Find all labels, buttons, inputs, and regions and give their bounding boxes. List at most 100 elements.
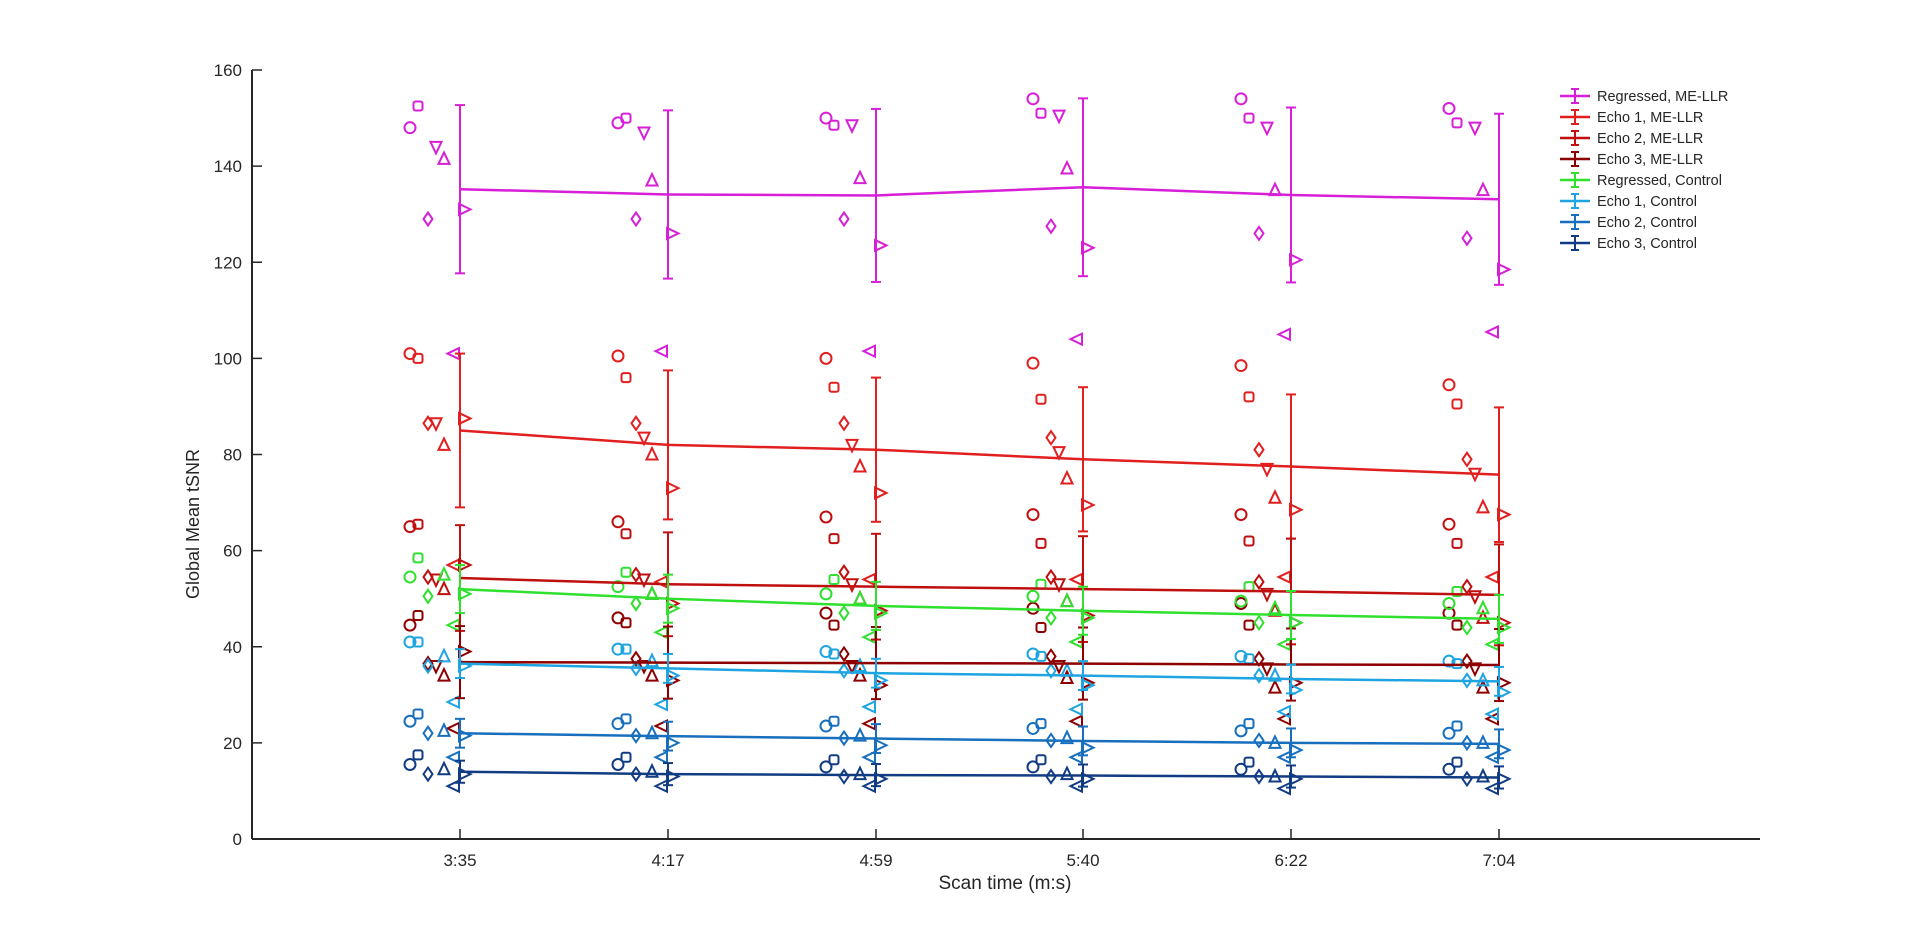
point-marker — [1276, 327, 1291, 342]
point-marker — [861, 750, 876, 765]
point-marker — [1035, 754, 1047, 766]
point-marker — [852, 765, 868, 781]
series-line — [459, 770, 1500, 779]
point-marker — [1475, 767, 1491, 783]
point-marker — [838, 415, 850, 432]
y-tick-label: 80 — [223, 446, 242, 465]
point-marker — [1059, 469, 1075, 485]
point-marker — [636, 431, 652, 447]
point-marker — [828, 648, 840, 660]
legend-entry: Echo 3, ME-LLR — [1560, 151, 1703, 168]
legend-entry: Regressed, Control — [1560, 172, 1722, 189]
point-marker — [1442, 726, 1456, 740]
point-marker — [1442, 762, 1456, 776]
point-marker — [1035, 393, 1047, 405]
y-tick-label: 120 — [214, 253, 242, 272]
point-marker — [630, 727, 642, 744]
point-marker — [1243, 112, 1255, 124]
series-group — [455, 352, 1504, 543]
point-marker — [611, 758, 625, 772]
y-tick-label: 60 — [223, 542, 242, 561]
point-marker — [1451, 658, 1463, 670]
point-marker — [644, 762, 660, 778]
point-marker — [644, 445, 660, 461]
point-marker — [1461, 734, 1473, 752]
point-marker — [403, 520, 417, 534]
point-marker — [611, 349, 625, 363]
point-marker — [1461, 229, 1473, 247]
point-marker — [819, 760, 833, 774]
point-marker — [1467, 590, 1483, 606]
point-marker — [838, 662, 850, 680]
point-marker — [1068, 714, 1083, 729]
point-marker — [1451, 117, 1463, 129]
point-marker — [620, 112, 632, 124]
point-marker — [1442, 596, 1456, 610]
series-group — [455, 717, 1504, 760]
series-line — [459, 732, 1500, 746]
point-marker — [844, 659, 860, 675]
legend-entry: Echo 2, ME-LLR — [1560, 130, 1703, 147]
point-marker — [1234, 594, 1248, 608]
point-marker — [620, 566, 632, 578]
series-line — [459, 576, 1500, 597]
point-marker — [1451, 756, 1463, 768]
axes: 0 20 40 60 80 100 120 140 160 3:35 4:17 4:59 5:40 6:2… — [214, 61, 1760, 870]
point-marker — [1035, 622, 1047, 634]
point-marker — [1026, 356, 1040, 370]
point-marker — [1059, 765, 1075, 781]
point-marker — [1276, 704, 1291, 719]
series-line — [459, 587, 1500, 621]
y-tick-label: 140 — [214, 157, 242, 176]
point-marker — [630, 566, 642, 583]
point-marker — [1461, 619, 1473, 636]
point-marker — [828, 754, 840, 766]
point-marker — [422, 725, 434, 742]
series-group — [455, 625, 1504, 703]
point-marker — [1253, 732, 1265, 749]
point-marker — [1451, 720, 1463, 732]
legend-label: Echo 3, Control — [1597, 236, 1697, 252]
point-marker — [852, 589, 868, 605]
point-marker — [436, 150, 452, 165]
point-marker — [1026, 92, 1040, 106]
point-marker — [636, 126, 652, 142]
legend: Regressed, ME-LLR Echo 1, ME-LLR Echo 2, M… — [1560, 88, 1728, 252]
point-marker — [620, 372, 632, 384]
point-marker — [844, 438, 860, 454]
point-marker — [1051, 578, 1067, 594]
point-marker — [412, 100, 424, 112]
point-marker — [819, 606, 833, 620]
series-line — [459, 662, 1500, 683]
point-marker — [630, 650, 642, 668]
point-marker — [644, 724, 660, 740]
point-marker — [436, 722, 452, 737]
series-group — [455, 759, 1504, 790]
point-marker — [428, 140, 444, 156]
point-marker — [819, 510, 833, 524]
point-marker — [422, 588, 434, 605]
point-marker — [412, 552, 424, 564]
point-marker — [630, 595, 642, 612]
point-marker — [1035, 107, 1047, 119]
point-marker — [611, 580, 625, 594]
point-marker — [828, 533, 840, 545]
point-marker — [1068, 750, 1083, 765]
point-marker — [1059, 729, 1075, 745]
point-marker — [653, 697, 668, 712]
point-marker — [445, 694, 460, 710]
y-tick-label: 40 — [223, 638, 242, 657]
point-marker — [1484, 706, 1499, 722]
point-marker — [412, 749, 424, 761]
point-marker — [1253, 614, 1265, 631]
point-marker — [1451, 585, 1463, 597]
point-marker — [428, 659, 444, 675]
point-marker — [1253, 667, 1265, 684]
point-marker — [1253, 441, 1265, 458]
series-group — [455, 564, 1504, 644]
point-marker — [838, 729, 850, 747]
point-marker — [1068, 702, 1083, 717]
point-marker — [838, 563, 850, 581]
point-marker — [838, 604, 850, 622]
